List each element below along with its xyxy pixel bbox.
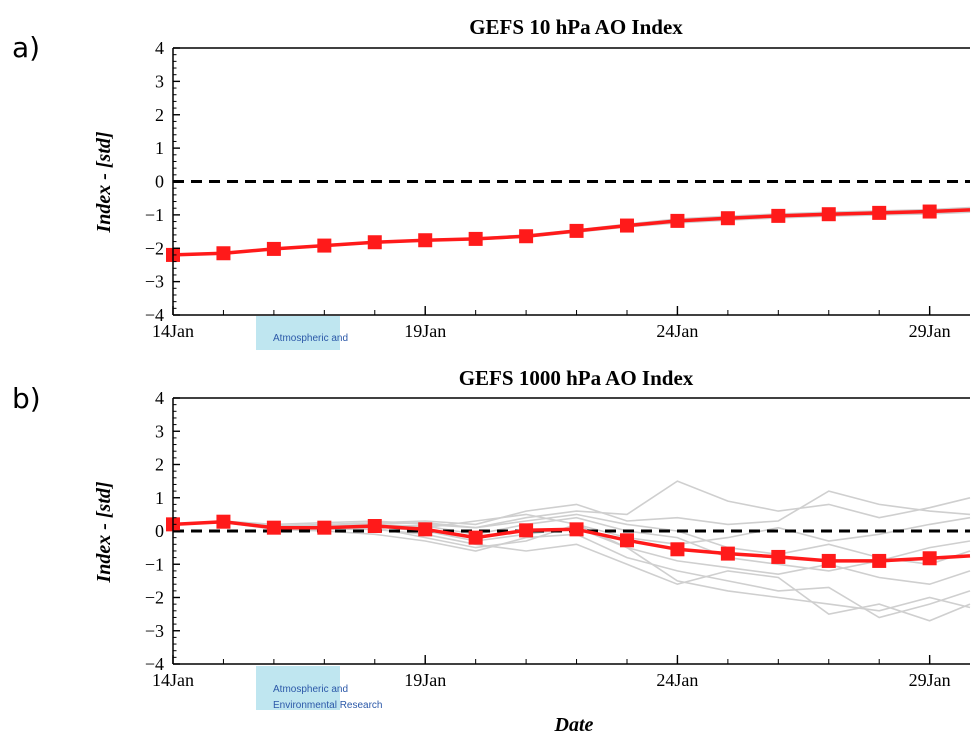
data-point-marker: [872, 553, 887, 568]
watermark-text: Atmospheric and: [273, 333, 348, 344]
chart-title-a: GEFS 10 hPa AO Index: [469, 15, 683, 39]
data-point-marker: [519, 229, 534, 244]
y-tick-label: 2: [155, 105, 164, 125]
data-point-marker: [519, 523, 534, 538]
ensemble-member-line: [172, 513, 971, 566]
x-tick-label: 14Jan: [152, 321, 194, 341]
data-point-marker: [216, 514, 231, 529]
y-axis-label-a: Index - [std]: [93, 131, 115, 233]
data-point-marker: [317, 520, 332, 535]
data-point-marker: [771, 208, 786, 223]
data-point-marker: [922, 551, 937, 566]
y-tick-label: −4: [145, 305, 164, 325]
y-tick-label: 4: [155, 38, 164, 58]
ensemble-member-line: [172, 480, 971, 529]
watermark-b: Atmospheric and Environmental Research: [256, 666, 383, 711]
x-tick-label: 29Jan: [909, 321, 951, 341]
data-point-marker: [821, 207, 836, 222]
data-point-marker: [670, 542, 685, 557]
panel-b: b) GEFS 1000 hPa AO Index Index - [std] …: [12, 366, 971, 736]
data-point-marker: [771, 549, 786, 564]
y-tick-label: 3: [155, 421, 164, 441]
watermark-a: Atmospheric and: [256, 316, 348, 350]
watermark-text-line2: Environmental Research: [273, 700, 383, 711]
data-point-marker: [619, 533, 634, 548]
data-point-marker: [216, 246, 231, 261]
y-tick-label: 2: [155, 455, 164, 475]
data-point-marker: [317, 238, 332, 253]
data-point-marker: [418, 233, 433, 248]
data-point-marker: [872, 205, 887, 220]
data-point-marker: [821, 553, 836, 568]
data-point-marker: [720, 211, 735, 226]
data-point-marker: [418, 522, 433, 537]
ensemble-member-line: [172, 490, 971, 527]
x-axis-label-b: Date: [554, 714, 594, 736]
data-point-marker: [569, 522, 584, 537]
panel-a: a) GEFS 10 hPa AO Index Index - [std] At…: [12, 15, 971, 350]
plot-area-a: −4 −3 −2 −1 0 1 2 3 4 14Jan 19Jan 24Jan 29Jan: [145, 38, 971, 341]
watermark-background: [256, 666, 340, 710]
y-tick-label: 0: [155, 172, 164, 192]
data-point-marker: [922, 204, 937, 219]
data-point-marker: [468, 231, 483, 246]
x-tick-label: 19Jan: [404, 670, 446, 690]
y-tick-label: 1: [155, 138, 164, 158]
y-tick-label: −1: [145, 205, 164, 225]
data-point-marker: [266, 241, 281, 256]
data-point-marker: [468, 530, 483, 545]
x-tick-label: 14Jan: [152, 670, 194, 690]
data-point-marker: [569, 223, 584, 238]
chart-title-b: GEFS 1000 hPa AO Index: [459, 366, 694, 390]
y-tick-label: 1: [155, 488, 164, 508]
y-tick-label: 0: [155, 521, 164, 541]
y-tick-label: −4: [145, 654, 164, 674]
x-tick-label: 19Jan: [404, 321, 446, 341]
y-tick-label: 4: [155, 388, 164, 408]
y-tick-label: −3: [145, 272, 164, 292]
y-tick-label: −3: [145, 621, 164, 641]
data-point-marker: [266, 520, 281, 535]
x-tick-label: 29Jan: [909, 670, 951, 690]
y-tick-label: 3: [155, 71, 164, 91]
y-tick-label: −2: [145, 588, 164, 608]
y-axis-label-b: Index - [std]: [93, 481, 115, 583]
x-tick-label: 24Jan: [656, 670, 698, 690]
plot-area-b: −4 −3 −2 −1 0 1 2 3 4 14Jan 19Jan 24Jan 29Jan: [145, 388, 971, 690]
watermark-background: [256, 316, 340, 350]
data-point-marker: [367, 235, 382, 250]
ensemble-member-line: [172, 521, 971, 622]
panel-label-a: a): [12, 31, 40, 64]
data-point-marker: [367, 519, 382, 534]
data-point-marker: [619, 218, 634, 233]
panel-label-b: b): [12, 382, 41, 415]
watermark-text-line1: Atmospheric and: [273, 684, 348, 695]
data-point-marker: [720, 546, 735, 561]
x-tick-label: 24Jan: [656, 321, 698, 341]
y-tick-label: −1: [145, 554, 164, 574]
y-tick-label: −2: [145, 238, 164, 258]
data-point-marker: [670, 213, 685, 228]
